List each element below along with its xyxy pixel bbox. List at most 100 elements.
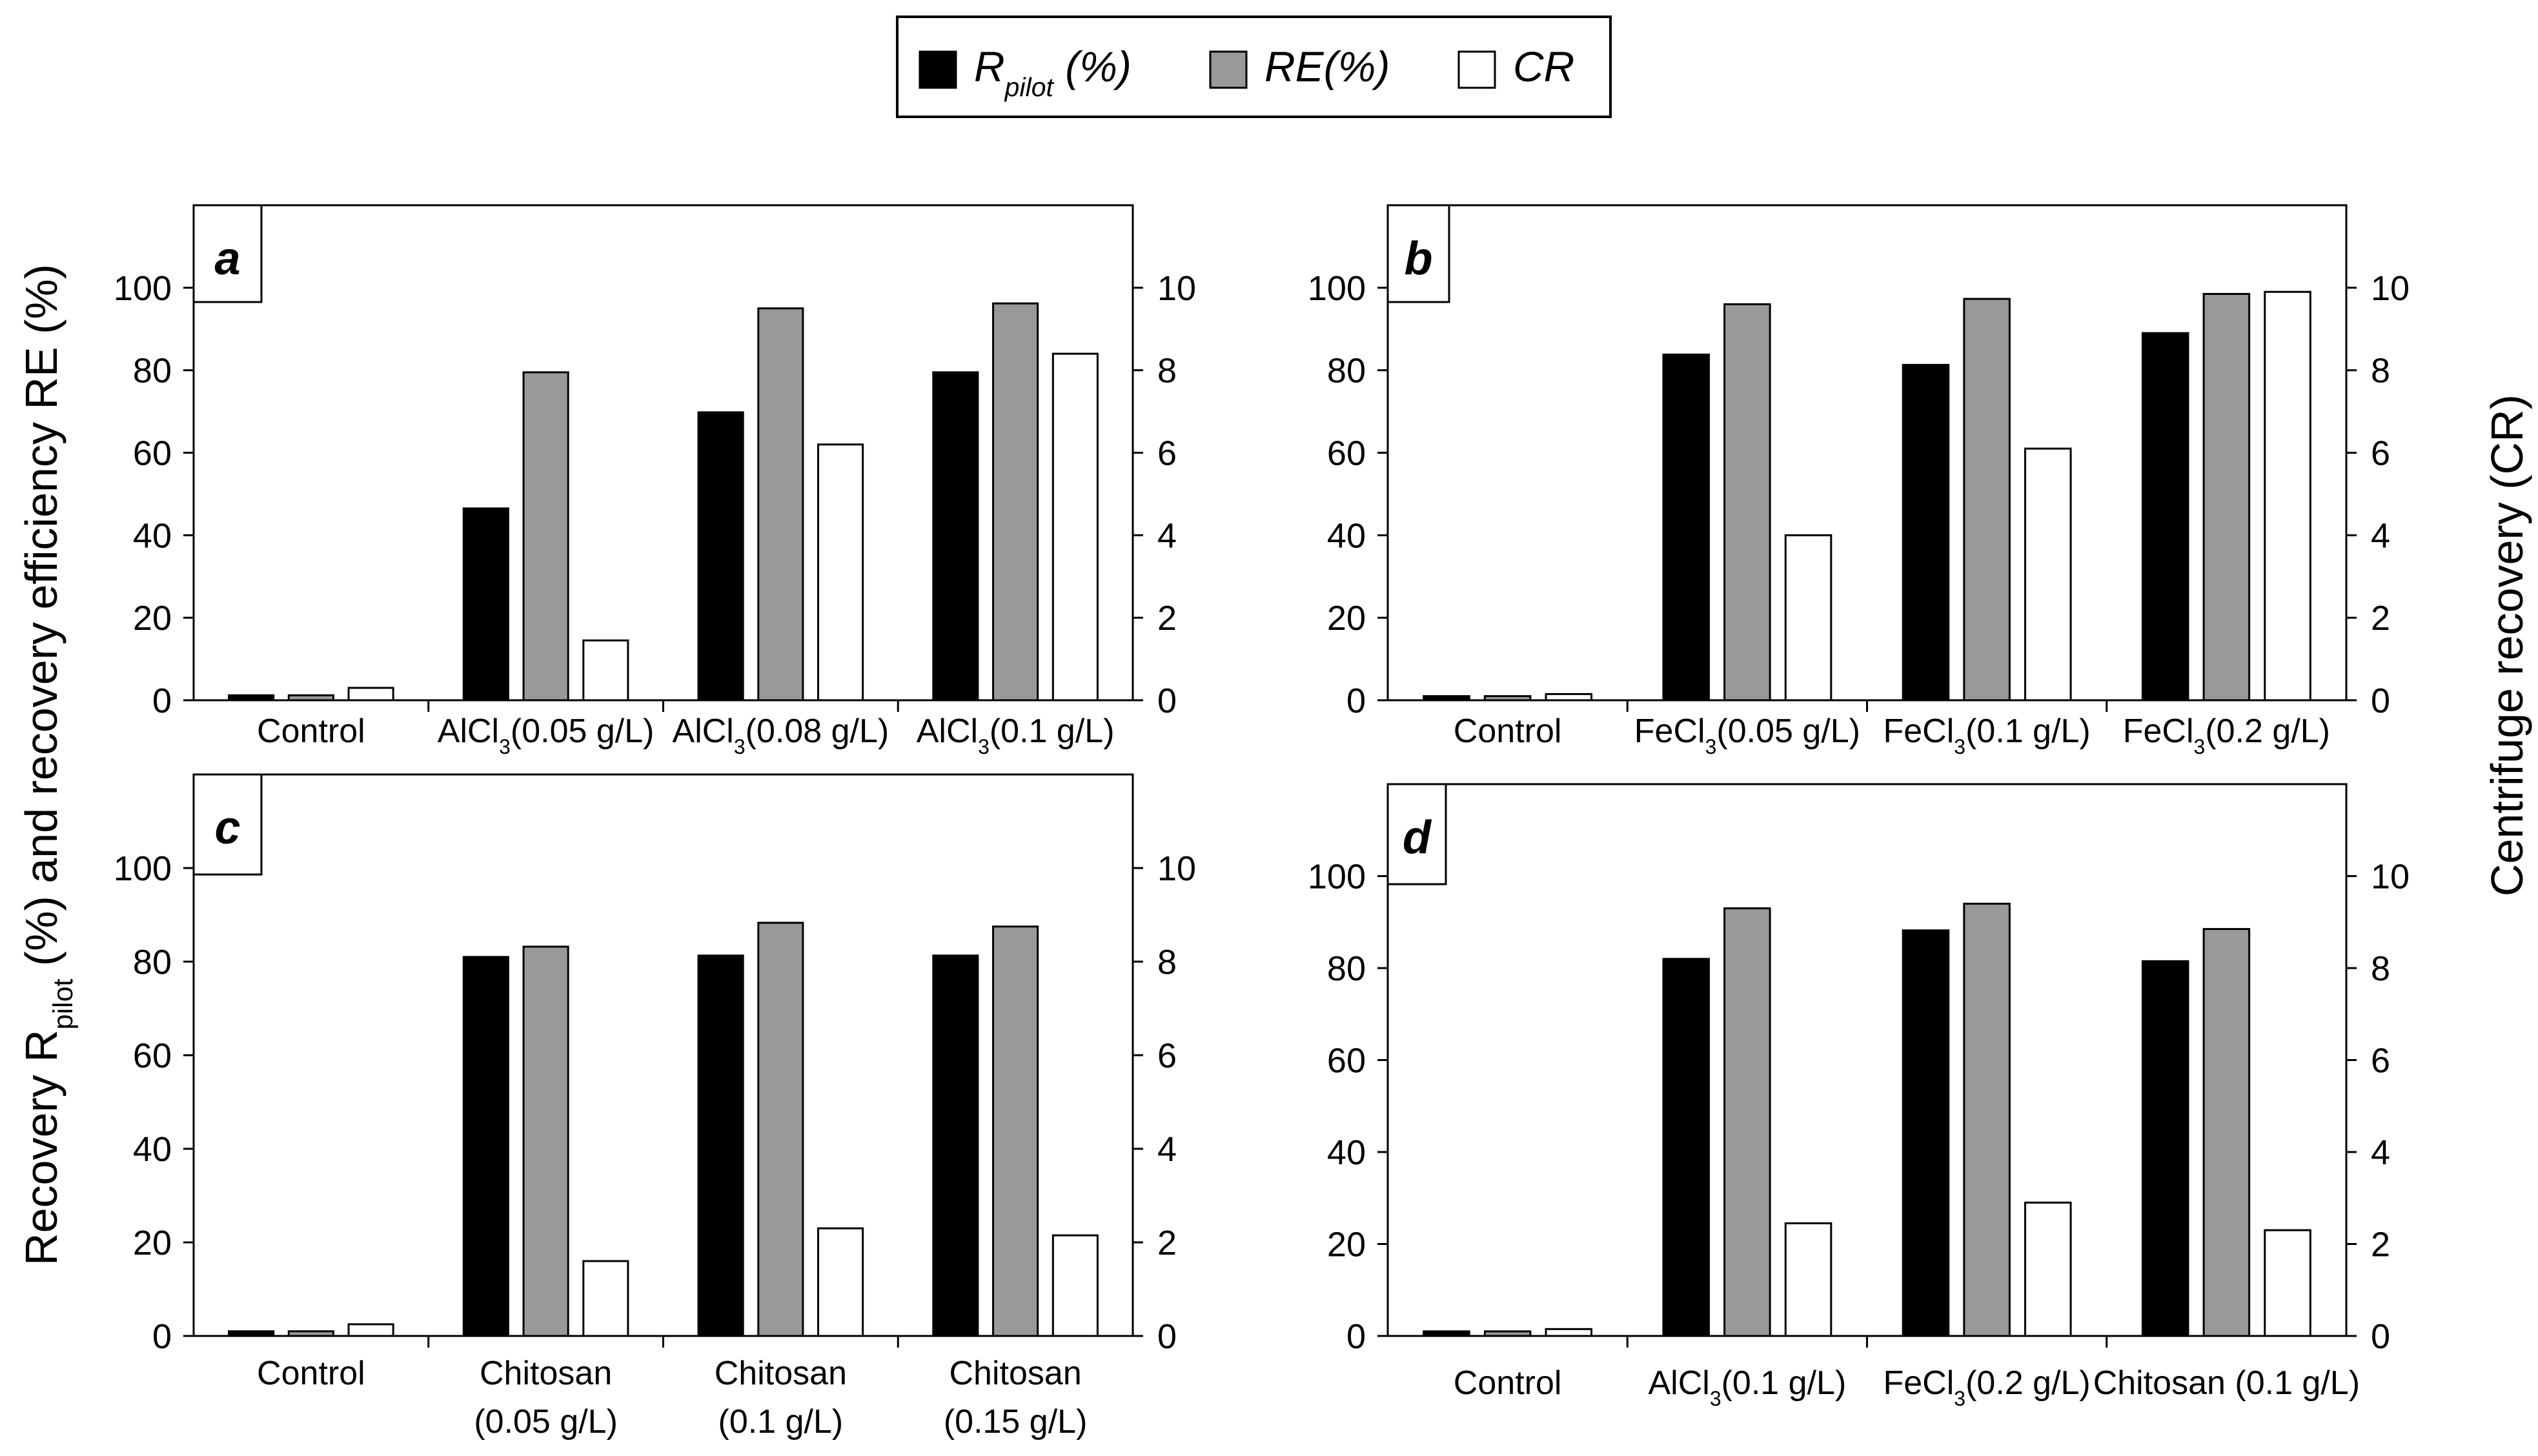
x-tick-label: (0.05 g/L) xyxy=(474,1403,618,1441)
y-tick-label: 100 xyxy=(1308,858,1366,896)
y2-tick-label: 4 xyxy=(2371,1133,2390,1172)
bar-re xyxy=(1483,695,1532,702)
y-tick-label: 0 xyxy=(152,682,172,720)
y2-tick-label: 0 xyxy=(1157,682,1177,720)
y2-tick-label: 2 xyxy=(2371,599,2390,638)
bar-rpilot xyxy=(932,371,979,702)
y-tick-label: 60 xyxy=(133,1036,172,1075)
bar-cr xyxy=(817,443,864,702)
bar-re xyxy=(1723,907,1771,1337)
panel-d: 0 20 40 60 80 100 0 2 4 6 8 10 Control AlCl3(0.1 g/L)… xyxy=(1308,783,2410,1410)
bar-re xyxy=(1963,902,2011,1337)
bar-cr xyxy=(1784,534,1832,702)
x-tick-label: FeCl3(0.05 g/L) xyxy=(1634,713,1860,758)
bar-rpilot xyxy=(932,955,979,1337)
x-tick-label: (0.15 g/L) xyxy=(944,1403,1088,1441)
x-tick-label: AlCl3(0.05 g/L) xyxy=(438,713,655,758)
y-tick-label: 100 xyxy=(114,849,172,888)
y2-tick-label: 6 xyxy=(1157,1036,1177,1075)
bar-rpilot xyxy=(462,956,509,1337)
bar-re xyxy=(1963,298,2011,702)
x-tick-label: AlCl3(0.1 g/L) xyxy=(1648,1364,1846,1410)
y2-tick-label: 8 xyxy=(1157,943,1177,982)
bar-cr xyxy=(2024,447,2072,702)
y-tick-label: 60 xyxy=(133,434,172,473)
x-tick-label: Control xyxy=(257,713,365,750)
bar-rpilot xyxy=(1662,353,1710,702)
y2-tick-label: 0 xyxy=(2371,682,2390,720)
bar-cr xyxy=(347,687,394,702)
y2-tick-label: 2 xyxy=(1157,1224,1177,1262)
y-tick-label: 80 xyxy=(133,352,172,390)
bar-cr xyxy=(1051,352,1099,702)
bar-cr xyxy=(2264,1229,2311,1337)
bar-re xyxy=(992,925,1039,1337)
y-tick-label: 40 xyxy=(1327,516,1366,555)
bar-rpilot xyxy=(2141,960,2189,1337)
left-axis-title: Recovery Rpilot (%) and recovery efficie… xyxy=(16,264,79,1266)
bar-re xyxy=(287,1330,334,1337)
y2-tick-label: 4 xyxy=(1157,1130,1177,1169)
y-tick-label: 40 xyxy=(1327,1133,1366,1172)
bar-cr xyxy=(1545,1328,1593,1337)
y-tick-label: 80 xyxy=(133,943,172,982)
bar-cr xyxy=(2264,290,2311,702)
bar-cr xyxy=(2024,1201,2072,1337)
panel-c: 0 20 40 60 80 100 0 2 4 6 8 10 Control Chitosan (0.05 … xyxy=(114,773,1196,1441)
legend-label-cr: CR xyxy=(1513,43,1574,90)
x-tick-label: Chitosan xyxy=(480,1355,612,1392)
bar-cr xyxy=(1784,1222,1832,1337)
y-tick-label: 40 xyxy=(133,516,172,555)
legend-swatch-rpilot xyxy=(919,50,957,89)
y-tick-label: 20 xyxy=(133,1224,172,1262)
bar-rpilot xyxy=(2141,332,2189,702)
x-tick-label: AlCl3(0.1 g/L) xyxy=(917,713,1115,758)
y-tick-label: 80 xyxy=(1327,949,1366,988)
bar-cr xyxy=(582,639,629,702)
bar-re xyxy=(992,302,1039,702)
bar-cr xyxy=(817,1227,864,1337)
y-tick-label: 80 xyxy=(1327,352,1366,390)
bar-rpilot xyxy=(228,1330,275,1337)
y2-tick-label: 8 xyxy=(2371,352,2390,390)
bar-rpilot xyxy=(1662,958,1710,1337)
bar-re xyxy=(522,945,569,1337)
y-tick-label: 100 xyxy=(114,269,172,308)
legend-label-rpilot: Rpilot (%) xyxy=(974,43,1132,102)
x-tick-label: Chitosan xyxy=(715,1355,847,1392)
y-tick-label: 0 xyxy=(1346,1317,1366,1356)
panel-label-box xyxy=(1386,204,1450,303)
bar-rpilot xyxy=(1902,929,1950,1337)
y2-tick-label: 2 xyxy=(2371,1226,2390,1264)
y-tick-label: 20 xyxy=(1327,599,1366,638)
legend-label-re: RE(%) xyxy=(1264,43,1390,90)
bar-re xyxy=(757,307,804,702)
x-tick-label: Chitosan xyxy=(949,1355,1082,1392)
panel-label-box xyxy=(1386,783,1447,885)
x-tick-label: AlCl3(0.08 g/L) xyxy=(673,713,889,758)
bar-cr xyxy=(1051,1234,1099,1337)
y-tick-label: 0 xyxy=(152,1317,172,1356)
y2-tick-label: 10 xyxy=(2371,858,2410,896)
x-tick-label: Control xyxy=(1454,1364,1562,1402)
plot-frame xyxy=(192,204,1134,702)
y-tick-label: 40 xyxy=(133,1130,172,1169)
panel-label-box xyxy=(192,204,263,303)
bar-re xyxy=(287,694,334,702)
legend-swatch-cr xyxy=(1457,50,1496,89)
bar-cr xyxy=(347,1323,394,1337)
bar-re xyxy=(2202,292,2251,702)
x-tick-label: Chitosan (0.1 g/L) xyxy=(2093,1364,2360,1402)
y-tick-label: 60 xyxy=(1327,434,1366,473)
y-tick-label: 20 xyxy=(1327,1226,1366,1264)
bar-re xyxy=(1723,303,1771,702)
panel-a: 0 20 40 60 80 100 0 2 4 6 8 10 Control AlCl3(0.05 g/L… xyxy=(114,204,1196,758)
axis-labels: Recovery Rpilot (%) and recovery efficie… xyxy=(16,264,2532,1266)
y2-tick-label: 8 xyxy=(1157,352,1177,390)
y-tick-label: 0 xyxy=(1346,682,1366,720)
plot-frame xyxy=(1386,204,2348,702)
bar-rpilot xyxy=(697,955,744,1337)
bar-re xyxy=(522,371,569,702)
